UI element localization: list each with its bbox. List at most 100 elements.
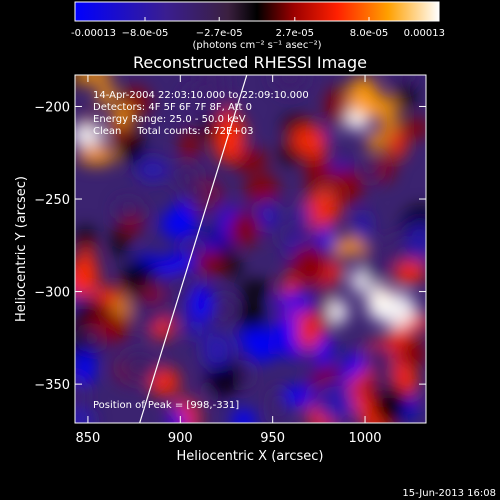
heatmap-blob: [93, 286, 121, 306]
x-tick-label: 850: [76, 431, 101, 446]
annotation-clean-counts: Clean Total counts: 6.72E+03: [93, 126, 253, 137]
heatmap-blob: [397, 340, 426, 367]
x-tick-label: 1000: [348, 431, 381, 446]
solar-limb-line: [139, 75, 248, 423]
heatmap-blob: [289, 123, 327, 156]
heatmap-blob: [174, 161, 199, 190]
heatmap-blob: [393, 262, 415, 286]
heatmap-blob: [393, 366, 417, 389]
heatmap-blob: [377, 292, 417, 328]
x-axis-ticks: 850 900 950 1000: [76, 75, 382, 446]
colorbar-unit-label: (photons cm⁻² s⁻¹ asec⁻²): [192, 40, 321, 51]
y-tick-label: −200: [34, 100, 70, 115]
y-tick-label: −300: [34, 286, 70, 301]
heatmap-blob: [112, 225, 129, 258]
heatmap-blob: [190, 284, 213, 321]
heatmap-blob: [343, 352, 366, 375]
annotation-detectors: Detectors: 4F 5F 6F 7F 8F, Att 0: [93, 102, 252, 113]
x-axis-label: Heliocentric X (arcsec): [177, 449, 324, 464]
heatmap-blob: [239, 280, 272, 298]
heatmap-blob: [270, 387, 288, 423]
colorbar-tick-labels: -0.00013 −8.0e-05 −2.7e-05 2.7e-05 8.0e-05 0.…: [71, 28, 445, 39]
heatmap-blob: [198, 75, 225, 99]
heatmap-blob: [96, 84, 116, 107]
heatmap-blob: [223, 256, 242, 278]
heatmap-blob: [305, 154, 330, 195]
heatmap-blob: [78, 245, 95, 289]
footer-date: 15-Jun-2013 16:08: [402, 488, 496, 499]
heatmap-blob: [226, 211, 261, 247]
heatmap-blob: [213, 125, 244, 164]
colorbar-tick-label: -0.00013: [71, 28, 116, 39]
heatmap-blob: [119, 351, 160, 383]
heatmap-blob: [115, 199, 138, 220]
heatmap-blob: [400, 118, 426, 139]
chart-title: Reconstructed RHESSI Image: [133, 53, 367, 72]
heatmap-blob: [233, 148, 268, 173]
heatmap-blob: [315, 380, 354, 422]
image-panel: 14-Apr-2004 22:03:10.000 to 22:09:10.000…: [34, 74, 427, 446]
colorbar-tick-label: 2.7e-05: [276, 28, 314, 39]
colorbar: -0.00013 −8.0e-05 −2.7e-05 2.7e-05 8.0e-05 0.…: [71, 1, 445, 51]
heatmap-blob: [334, 236, 367, 256]
heatmap-blob: [244, 327, 281, 363]
peak-position-label: Position of Peak = [998,-331]: [93, 400, 239, 411]
colorbar-ticks: [74, 17, 440, 21]
heatmap-blob: [272, 75, 307, 93]
heatmap-blob: [76, 145, 117, 166]
colorbar-gradient: [74, 1, 440, 22]
heatmap-blob: [75, 406, 95, 423]
heatmap-blob: [290, 244, 329, 287]
heatmap-blob: [163, 300, 180, 320]
x-tick-label: 950: [260, 431, 285, 446]
heatmap-blob: [196, 248, 225, 276]
heatmap-blob: [362, 240, 387, 284]
colorbar-tick-label: −8.0e-05: [122, 28, 169, 39]
heatmap-blob: [360, 159, 380, 182]
heatmap-blob: [294, 203, 312, 228]
heatmap-blob: [371, 350, 396, 394]
heatmap-blob: [75, 350, 96, 385]
heatmap-blob: [239, 296, 265, 333]
heatmap-blob: [301, 191, 341, 229]
heatmap-blob: [114, 103, 131, 128]
heatmap-blob: [75, 377, 86, 414]
heatmap-blob: [135, 157, 170, 182]
y-tick-label: −250: [34, 193, 70, 208]
annotation-time-range: 14-Apr-2004 22:03:10.000 to 22:09:10.000: [93, 90, 309, 101]
heatmap-blob: [395, 82, 415, 109]
plot-frame: [74, 74, 427, 424]
heatmap-blob: [274, 293, 313, 313]
heatmap-blob: [230, 408, 257, 423]
heatmap-blob: [210, 295, 237, 324]
heatmap-blob: [254, 200, 280, 232]
y-axis-label: Heliocentric Y (arcsec): [14, 176, 29, 322]
heatmap-blob: [387, 129, 407, 160]
colorbar-tick-label: −2.7e-05: [196, 28, 243, 39]
y-tick-label: −350: [34, 378, 70, 393]
heatmap-blob: [366, 131, 387, 151]
heatmap-blobs: [75, 75, 426, 423]
heatmap-blob: [296, 312, 322, 351]
heatmap-blob: [348, 76, 378, 111]
heatmap-blob: [325, 86, 351, 125]
annotation-energy-range: Energy Range: 25.0 - 50.0 keV: [93, 114, 246, 125]
heatmap-blob: [328, 300, 349, 324]
x-tick-label: 900: [168, 431, 193, 446]
heatmap-blob: [183, 185, 215, 205]
heatmap-blob: [179, 130, 200, 161]
heatmap-blob: [138, 286, 165, 303]
y-axis-ticks: −200 −250 −300 −350: [34, 100, 426, 393]
heatmap-blob: [96, 310, 130, 344]
heatmap-blob: [75, 123, 104, 147]
heatmap-blob: [201, 331, 234, 370]
heatmap-blob: [385, 75, 411, 84]
heatmap-blob: [167, 408, 187, 423]
heatmap-blob: [389, 235, 411, 269]
heatmap: [75, 75, 426, 423]
heatmap-blob: [175, 199, 192, 222]
heatmap-blob: [353, 209, 372, 244]
heatmap-blob: [75, 226, 96, 251]
heatmap-blob: [405, 221, 426, 261]
